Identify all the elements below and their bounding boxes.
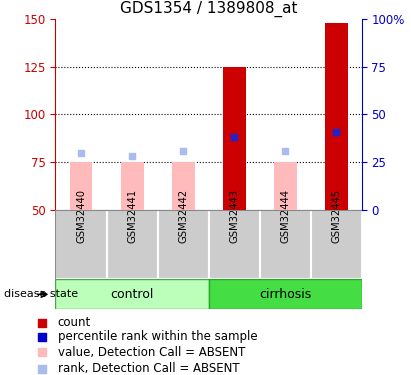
Text: GSM32443: GSM32443 bbox=[229, 189, 239, 243]
Text: percentile rank within the sample: percentile rank within the sample bbox=[58, 330, 257, 343]
Bar bbox=[274, 162, 297, 210]
Text: control: control bbox=[110, 288, 154, 301]
Bar bbox=[69, 162, 92, 210]
Text: value, Detection Call = ABSENT: value, Detection Call = ABSENT bbox=[58, 345, 245, 358]
Point bbox=[78, 150, 84, 156]
Point bbox=[180, 148, 186, 154]
Text: GSM32442: GSM32442 bbox=[178, 189, 188, 243]
Text: GSM32441: GSM32441 bbox=[127, 189, 137, 243]
Bar bbox=[260, 210, 311, 279]
Bar bbox=[55, 210, 106, 279]
Text: cirrhosis: cirrhosis bbox=[259, 288, 311, 301]
Text: GSM32440: GSM32440 bbox=[76, 189, 86, 243]
Text: GSM32445: GSM32445 bbox=[331, 189, 341, 243]
Text: GSM32444: GSM32444 bbox=[280, 189, 290, 243]
Bar bbox=[55, 279, 209, 309]
Bar bbox=[209, 210, 260, 279]
Point bbox=[39, 366, 45, 372]
Bar bbox=[106, 210, 157, 279]
Point bbox=[231, 134, 238, 140]
Text: rank, Detection Call = ABSENT: rank, Detection Call = ABSENT bbox=[58, 362, 239, 375]
Title: GDS1354 / 1389808_at: GDS1354 / 1389808_at bbox=[120, 1, 297, 17]
Text: disease state: disease state bbox=[4, 290, 78, 299]
Bar bbox=[325, 22, 348, 210]
Bar bbox=[171, 162, 194, 210]
Bar bbox=[157, 210, 208, 279]
Point bbox=[129, 153, 135, 159]
Point bbox=[282, 148, 289, 154]
Text: count: count bbox=[58, 316, 91, 329]
Point bbox=[333, 129, 339, 135]
Bar bbox=[311, 210, 362, 279]
Bar bbox=[209, 279, 362, 309]
Bar bbox=[120, 162, 143, 210]
Point bbox=[39, 334, 45, 340]
Point bbox=[39, 320, 45, 326]
Bar bbox=[223, 67, 246, 210]
Point bbox=[39, 349, 45, 355]
